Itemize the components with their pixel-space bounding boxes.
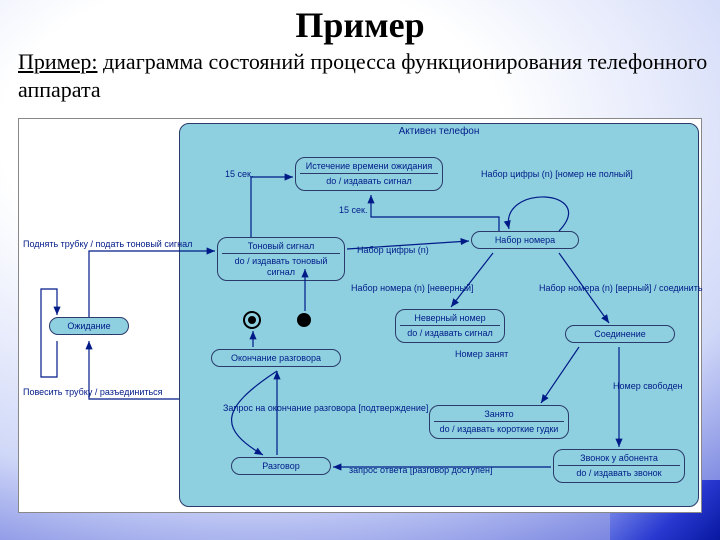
composite-state-title: Активен телефон bbox=[180, 126, 698, 137]
label-lift-handset: Поднять трубку / подать тоновый сигнал bbox=[23, 239, 192, 249]
initial-state-icon bbox=[297, 313, 311, 327]
slide-subtitle: Пример: диаграмма состояний процесса фун… bbox=[18, 48, 720, 103]
state-wrong: Неверный номер do / издавать сигнал bbox=[395, 309, 505, 343]
state-wrong-name: Неверный номер bbox=[400, 313, 500, 326]
slide-title: Пример bbox=[0, 4, 720, 46]
state-dial-name: Набор номера bbox=[495, 235, 555, 245]
state-busy-action: do / издавать короткие гудки bbox=[440, 424, 559, 434]
label-end-request: Запрос на окончание разговора [подтвержд… bbox=[223, 403, 428, 413]
final-state-icon bbox=[243, 311, 261, 329]
state-connect-name: Соединение bbox=[594, 329, 646, 339]
state-talk-name: Разговор bbox=[262, 461, 300, 471]
label-hang-up: Повесить трубку / разъединиться bbox=[23, 387, 163, 397]
state-timeout-action: do / издавать сигнал bbox=[326, 176, 412, 186]
state-talk: Разговор bbox=[231, 457, 331, 475]
state-ring: Звонок у абонента do / издавать звонок bbox=[553, 449, 685, 483]
diagram-canvas: Активен телефон Ожидание Тоновый сигнал … bbox=[18, 118, 702, 513]
subtitle-rest: диаграмма состояний процесса функциониро… bbox=[18, 49, 707, 102]
subtitle-lead: Пример: bbox=[18, 49, 97, 74]
label-answer: запрос ответа [разговор доступен] bbox=[349, 465, 493, 475]
slide: Пример Пример: диаграмма состояний проце… bbox=[0, 0, 720, 540]
state-connect: Соединение bbox=[565, 325, 675, 343]
label-digit2: Набор цифры (n) [номер не полный] bbox=[481, 169, 633, 179]
state-endcall: Окончание разговора bbox=[211, 349, 341, 367]
label-15sec-a: 15 сек. bbox=[225, 169, 253, 179]
state-waiting: Ожидание bbox=[49, 317, 129, 335]
state-busy: Занято do / издавать короткие гудки bbox=[429, 405, 569, 439]
state-waiting-name: Ожидание bbox=[67, 321, 110, 331]
state-timeout-name: Истечение времени ожидания bbox=[300, 161, 438, 174]
label-dial-wrong: Набор номера (n) [неверный] bbox=[351, 283, 473, 293]
label-dial-ok: Набор номера (n) [верный] / соединить bbox=[539, 283, 703, 293]
state-busy-name: Занято bbox=[434, 409, 564, 422]
state-ring-action: do / издавать звонок bbox=[576, 468, 661, 478]
label-num-free: Номер свободен bbox=[613, 381, 683, 391]
state-tone-action: do / издавать тоновый сигнал bbox=[235, 256, 328, 276]
label-digit1: Набор цифры (n) bbox=[357, 245, 429, 255]
state-ring-name: Звонок у абонента bbox=[558, 453, 680, 466]
state-wrong-action: do / издавать сигнал bbox=[407, 328, 493, 338]
state-timeout: Истечение времени ожидания do / издавать… bbox=[295, 157, 443, 191]
state-tone-name: Тоновый сигнал bbox=[222, 241, 340, 254]
state-endcall-name: Окончание разговора bbox=[231, 353, 321, 363]
state-tone: Тоновый сигнал do / издавать тоновый сиг… bbox=[217, 237, 345, 281]
label-15sec-b: 15 сек. bbox=[339, 205, 367, 215]
label-num-busy: Номер занят bbox=[455, 349, 508, 359]
state-dial: Набор номера bbox=[471, 231, 579, 249]
